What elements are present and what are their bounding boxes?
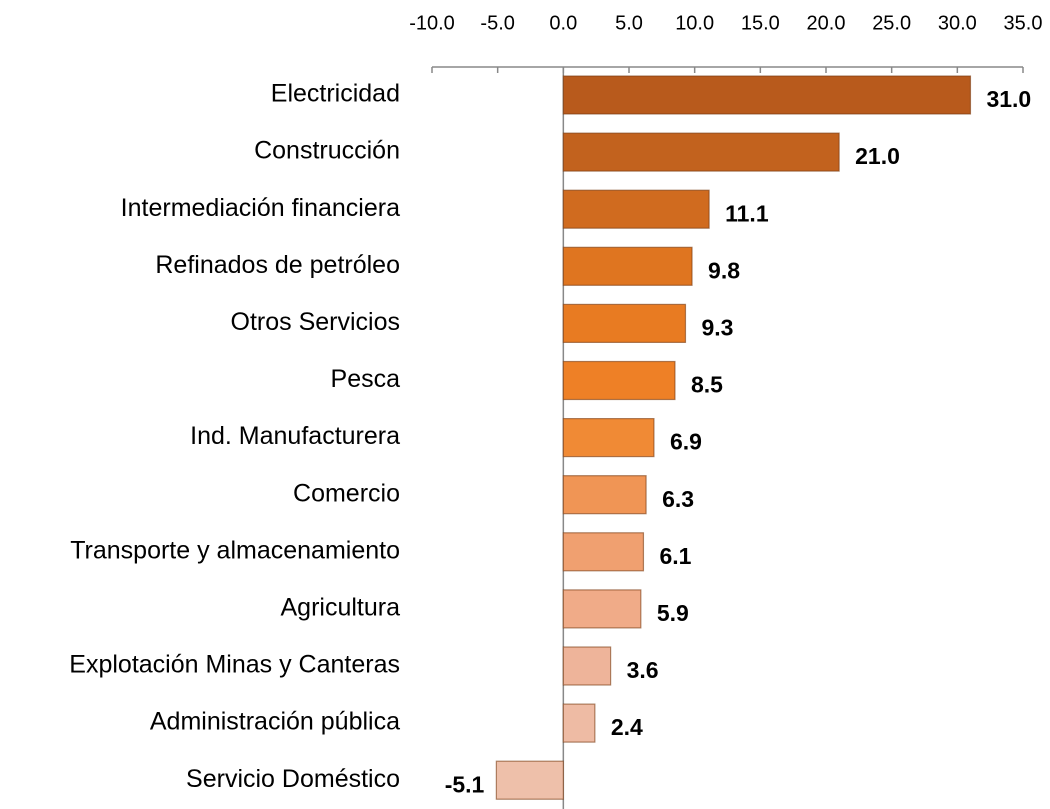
- x-tick-label: -10.0: [409, 12, 455, 34]
- value-label: 2.4: [611, 714, 643, 740]
- y-tick-label: Comercio: [293, 479, 400, 507]
- y-tick-label: Ind. Manufacturera: [190, 422, 400, 450]
- x-tick-label: 25.0: [872, 12, 911, 34]
- y-tick-label: Explotación Minas y Canteras: [69, 651, 400, 679]
- x-tick-label: 15.0: [741, 12, 780, 34]
- y-tick-label: Intermediación financiera: [121, 194, 400, 222]
- bar: [562, 75, 972, 115]
- value-label: -5.1: [445, 771, 485, 797]
- value-label: 5.9: [657, 600, 689, 626]
- bar: [562, 132, 840, 172]
- value-label: 21.0: [855, 143, 900, 169]
- value-label: 3.6: [627, 657, 659, 683]
- x-tick-label: 5.0: [615, 12, 643, 34]
- x-tick-label: 35.0: [1004, 12, 1043, 34]
- bar: [562, 303, 687, 343]
- bar: [562, 189, 710, 229]
- value-label: 9.3: [701, 314, 733, 340]
- y-tick-label: Refinados de petróleo: [155, 251, 400, 279]
- value-label: 6.1: [659, 543, 691, 569]
- x-tick-label: 30.0: [938, 12, 977, 34]
- bar: [562, 360, 676, 401]
- y-tick-label: Agricultura: [281, 594, 401, 622]
- value-label: 31.0: [986, 86, 1031, 112]
- bar: [562, 703, 596, 743]
- y-tick-label: Construcción: [254, 137, 400, 165]
- x-tick-label: 10.0: [675, 12, 714, 34]
- bar: [562, 246, 693, 286]
- x-tick-label: -5.0: [480, 12, 514, 34]
- y-tick-label: Administración pública: [150, 708, 400, 736]
- bar: [562, 532, 645, 572]
- bar: [495, 760, 564, 800]
- y-tick-label: Electricidad: [271, 80, 400, 108]
- value-label: 11.1: [725, 200, 769, 226]
- bar: [562, 475, 647, 515]
- y-tick-label: Servicio Doméstico: [186, 765, 400, 793]
- value-label: 6.9: [670, 429, 702, 455]
- y-tick-label: Pesca: [331, 365, 401, 393]
- y-tick-label: Transporte y almacenamiento: [70, 536, 400, 564]
- value-label: 8.5: [691, 372, 723, 398]
- value-label: 6.3: [662, 486, 694, 512]
- y-tick-label: Otros Servicios: [231, 308, 400, 336]
- bar: [562, 418, 655, 458]
- bar: [562, 646, 612, 686]
- value-label: 9.8: [708, 257, 740, 283]
- x-tick-label: 20.0: [807, 12, 846, 34]
- bar: [562, 589, 642, 629]
- x-tick-label: 0.0: [549, 12, 577, 34]
